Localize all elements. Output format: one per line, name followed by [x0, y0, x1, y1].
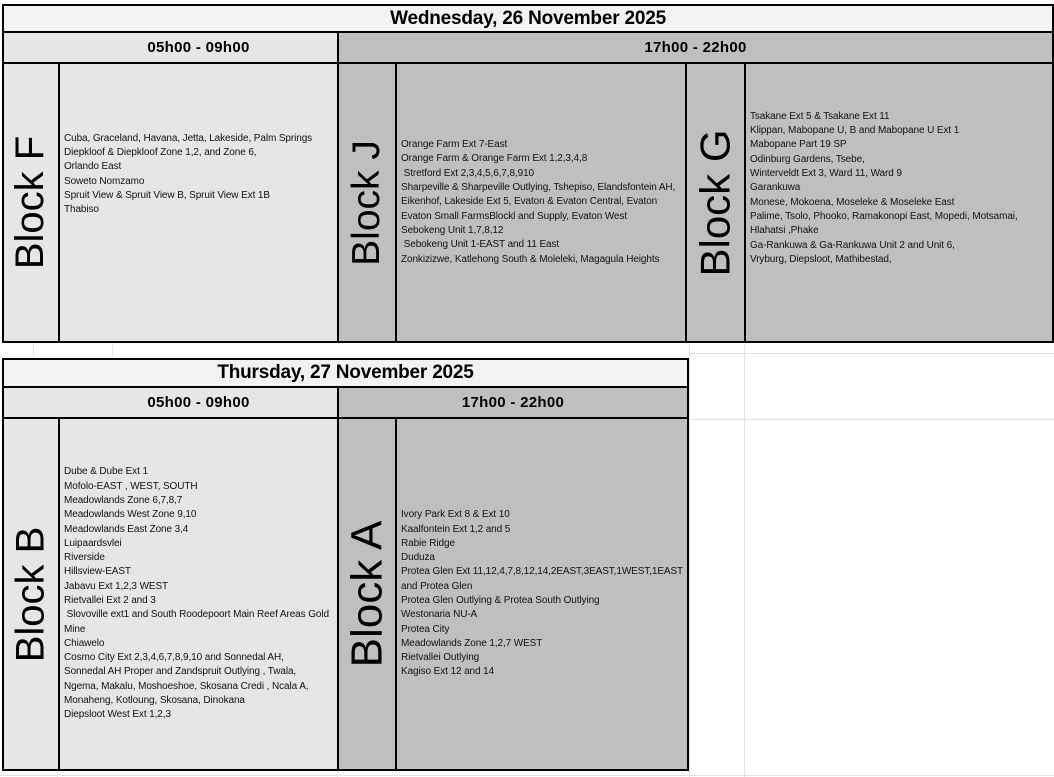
- time-slot-morning: 05h00 - 09h00: [4, 33, 337, 62]
- area-list: Dube & Dube Ext 1 Mofolo-EAST , WEST, SO…: [64, 466, 329, 721]
- gridline-horizontal: [689, 419, 1054, 420]
- area-list: Tsakane Ext 5 & Tsakane Ext 11 Klippan, …: [750, 110, 1018, 265]
- area-list: Cuba, Graceland, Havana, Jetta, Lakeside…: [64, 132, 313, 216]
- day-header-wednesday: Wednesday, 26 November 2025: [4, 6, 1052, 31]
- gridline-horizontal: [689, 353, 1054, 354]
- gridline-horizontal: [0, 775, 1054, 776]
- gridline-stub: [57, 772, 58, 777]
- gridline-stub: [33, 345, 34, 357]
- schedule-table-thursday: Thursday, 27 November 2025 05h00 - 09h00…: [2, 358, 689, 771]
- block-label-a: Block A: [339, 419, 395, 769]
- gridline-stub: [337, 772, 338, 777]
- block-label-f: Block F: [4, 64, 58, 341]
- gridline-stub: [112, 345, 113, 357]
- time-slot-morning: 05h00 - 09h00: [4, 388, 337, 417]
- block-areas-b: Dube & Dube Ext 1 Mofolo-EAST , WEST, SO…: [60, 419, 337, 769]
- day-header-thursday: Thursday, 27 November 2025: [4, 360, 687, 386]
- gridline-vertical: [689, 345, 690, 777]
- time-slot-evening: 17h00 - 22h00: [339, 33, 1052, 62]
- schedule-table-wednesday: Wednesday, 26 November 2025 05h00 - 09h0…: [2, 4, 1054, 343]
- area-list: Orange Farm Ext 7-East Orange Farm & Ora…: [401, 139, 676, 265]
- block-areas-a: Ivory Park Ext 8 & Ext 10 Kaalfontein Ex…: [397, 419, 687, 769]
- block-label-j: Block J: [339, 64, 395, 341]
- block-areas-g: Tsakane Ext 5 & Tsakane Ext 11 Klippan, …: [746, 64, 1052, 341]
- block-areas-j: Orange Farm Ext 7-East Orange Farm & Ora…: [397, 64, 685, 341]
- gridline-vertical: [744, 345, 745, 777]
- area-list: Ivory Park Ext 8 & Ext 10 Kaalfontein Ex…: [401, 509, 684, 678]
- block-areas-f: Cuba, Graceland, Havana, Jetta, Lakeside…: [60, 64, 337, 341]
- time-slot-evening: 17h00 - 22h00: [339, 388, 687, 417]
- block-label-g: Block G: [687, 64, 744, 341]
- block-label-b: Block B: [4, 419, 58, 769]
